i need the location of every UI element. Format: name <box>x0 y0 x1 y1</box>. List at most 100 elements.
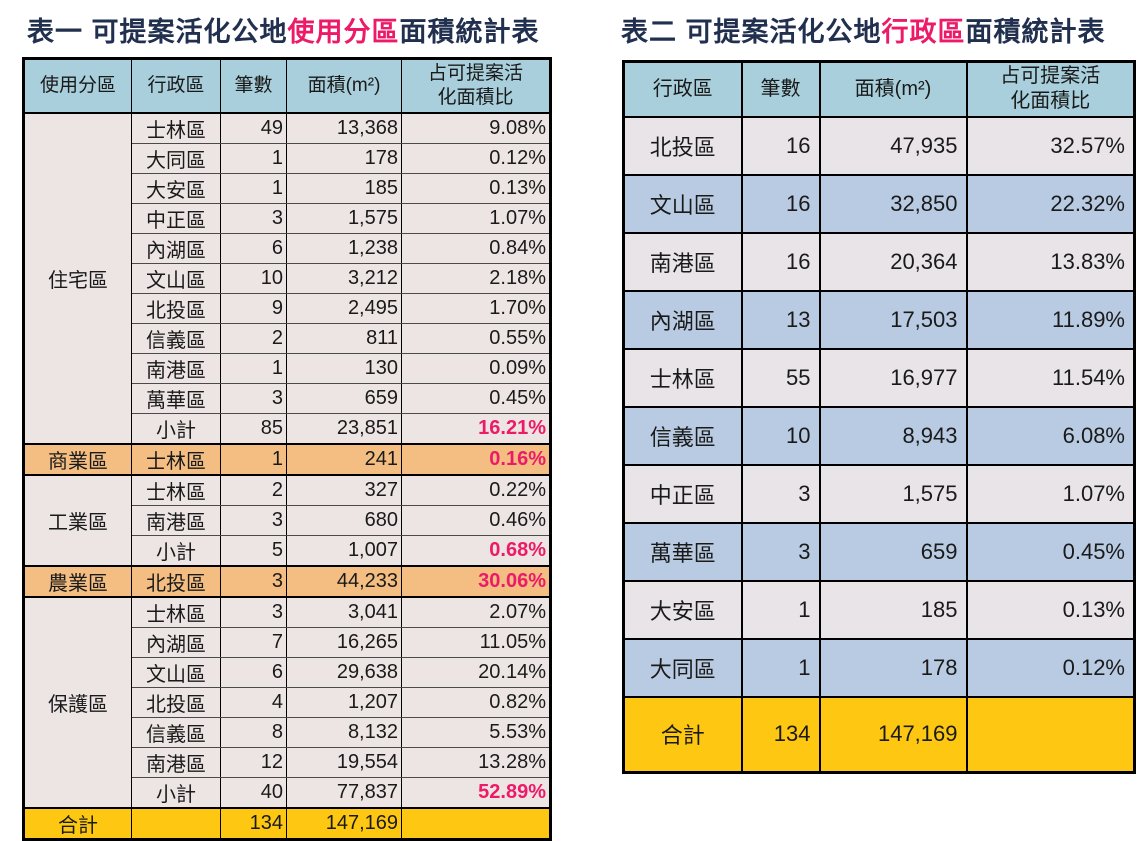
area-cell: 3,041 <box>286 595 402 628</box>
percentage-cell: 0.13% <box>401 172 551 204</box>
table2-row: 南港區 16 20,364 13.83% <box>622 231 1136 292</box>
table2-title-prefix: 表二 可提案活化公地 <box>621 17 882 47</box>
percentage-cell: 5.53% <box>401 716 551 748</box>
count-cell: 3 <box>220 382 287 414</box>
area-cell: 659 <box>286 382 402 414</box>
table2-header-percentage: 占可提案活 化面積比 <box>965 60 1136 118</box>
table1-row: 農業區 北投區 3 44,233 30.06% <box>23 564 551 597</box>
area-cell: 178 <box>818 637 968 698</box>
table1-title: 表一 可提案活化公地使用分區面積統計表 <box>27 10 540 49</box>
area-cell: 2,495 <box>286 292 402 324</box>
count-cell: 16 <box>740 173 821 234</box>
percentage-cell: 0.22% <box>401 473 551 506</box>
count-cell: 16 <box>740 115 821 176</box>
percentage-cell: 0.16% <box>401 442 551 475</box>
table1-row: 北投區 9 2,495 1.70% <box>24 292 551 324</box>
percentage-cell: 1.07% <box>401 202 551 234</box>
district-cell: 文山區 <box>622 173 743 234</box>
district-cell: 小計 <box>131 412 221 444</box>
table1-header-district: 行政區 <box>131 58 221 114</box>
percentage-cell: 0.13% <box>965 579 1136 640</box>
total-label-cell: 合計 <box>622 695 743 774</box>
district-cell: 內湖區 <box>131 232 221 264</box>
district-cell: 文山區 <box>131 262 221 294</box>
count-cell: 1 <box>220 442 287 475</box>
table1-title-highlight: 使用分區 <box>287 17 400 47</box>
count-cell: 3 <box>740 463 821 524</box>
count-cell: 55 <box>740 347 821 408</box>
table1-row: 保護區 士林區 3 3,041 2.07% <box>23 595 551 808</box>
count-cell: 6 <box>220 656 287 688</box>
table1-row: 中正區 3 1,575 1.07% <box>24 202 551 234</box>
area-cell: 147,169 <box>818 695 968 774</box>
count-cell: 1 <box>220 142 287 174</box>
percentage-cell: 20.14% <box>401 656 551 688</box>
percentage-cell <box>401 806 551 840</box>
table1-row: 大同區 1 178 0.12% <box>24 142 551 174</box>
count-cell: 10 <box>220 262 287 294</box>
zone-cell: 住宅區 <box>23 111 132 444</box>
area-cell: 147,169 <box>286 806 402 840</box>
percentage-cell: 11.89% <box>965 289 1136 350</box>
table1-total-row: 合計 134 147,169 <box>23 806 551 840</box>
district-cell: 大同區 <box>622 637 743 698</box>
percentage-cell: 11.54% <box>965 347 1136 408</box>
table1-header-row: 使用分區 行政區 筆數 面積(m²) 占可提案活 化面積比 <box>23 58 551 114</box>
area-cell: 1,007 <box>286 534 402 566</box>
table2-title-suffix: 面積統計表 <box>965 17 1106 47</box>
percentage-cell: 32.57% <box>965 115 1136 176</box>
percentage-cell <box>965 695 1136 774</box>
table2-row: 北投區 16 47,935 32.57% <box>622 115 1136 176</box>
percentage-cell: 13.28% <box>401 746 551 778</box>
area-cell: 327 <box>286 473 402 506</box>
area-cell: 178 <box>286 142 402 174</box>
district-cell: 士林區 <box>131 473 221 506</box>
count-cell: 2 <box>220 322 287 354</box>
count-cell: 12 <box>220 746 287 778</box>
district-cell: 大安區 <box>131 172 221 204</box>
table2-row: 內湖區 13 17,503 11.89% <box>622 289 1136 350</box>
count-cell: 40 <box>220 776 287 808</box>
count-cell: 1 <box>740 637 821 698</box>
count-cell: 1 <box>220 352 287 384</box>
district-cell: 信義區 <box>131 716 221 748</box>
count-cell: 8 <box>220 716 287 748</box>
zone-cell: 商業區 <box>23 442 132 475</box>
percentage-cell: 0.09% <box>401 352 551 384</box>
area-cell: 23,851 <box>286 412 402 444</box>
district-cell: 南港區 <box>131 504 221 536</box>
district-cell: 北投區 <box>131 686 221 718</box>
district-cell: 信義區 <box>131 322 221 354</box>
district-cell: 萬華區 <box>622 521 743 582</box>
zoning-area-statistics-table: 使用分區 行政區 筆數 面積(m²) 占可提案活 化面積比 住宅區 士林區 49 13… <box>22 57 552 841</box>
area-cell: 17,503 <box>818 289 968 350</box>
percentage-cell: 22.32% <box>965 173 1136 234</box>
district-cell: 大安區 <box>622 579 743 640</box>
area-cell: 1,575 <box>286 202 402 234</box>
zone-cell: 保護區 <box>23 595 132 808</box>
count-cell: 4 <box>220 686 287 718</box>
table1-title-suffix: 面積統計表 <box>399 17 540 47</box>
district-cell: 北投區 <box>622 115 743 176</box>
count-cell: 16 <box>740 231 821 292</box>
percentage-cell: 0.45% <box>965 521 1136 582</box>
table2-row: 大安區 1 185 0.13% <box>622 579 1136 640</box>
table1-row: 商業區 士林區 1 241 0.16% <box>23 442 551 475</box>
percentage-cell: 16.21% <box>401 412 551 444</box>
count-cell: 6 <box>220 232 287 264</box>
table1-row: 住宅區 士林區 49 13,368 9.08% <box>23 111 551 444</box>
area-cell: 16,977 <box>818 347 968 408</box>
percentage-cell: 13.83% <box>965 231 1136 292</box>
district-cell: 北投區 <box>131 564 221 597</box>
table1-header-percentage: 占可提案活 化面積比 <box>401 58 551 114</box>
table2-title-highlight: 行政區 <box>881 17 966 47</box>
district-cell: 信義區 <box>622 405 743 466</box>
table2-row: 大同區 1 178 0.12% <box>622 637 1136 698</box>
count-cell: 3 <box>220 564 287 597</box>
district-cell: 小計 <box>131 776 221 808</box>
table1-header-count: 筆數 <box>220 58 287 114</box>
table2-header-row: 行政區 筆數 面積(m²) 占可提案活 化面積比 <box>622 60 1136 118</box>
zone-cell: 農業區 <box>23 564 132 597</box>
percentage-cell: 2.18% <box>401 262 551 294</box>
count-cell: 3 <box>740 521 821 582</box>
